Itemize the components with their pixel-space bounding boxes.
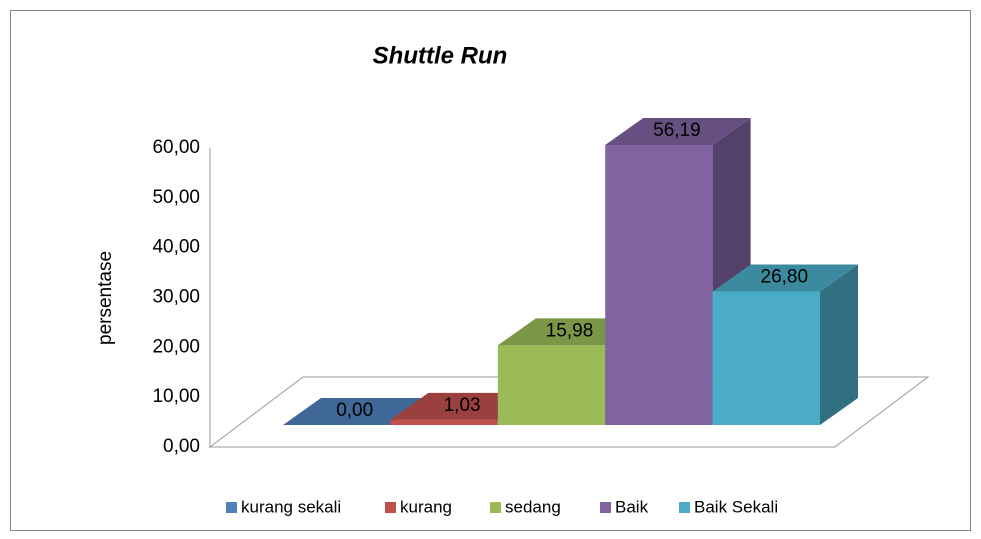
chart-title: Shuttle Run xyxy=(373,42,508,69)
bar xyxy=(712,264,858,425)
y-axis-label: persentase xyxy=(95,251,116,345)
data-label: 0,00 xyxy=(336,400,373,421)
bar-face xyxy=(283,398,429,425)
data-label: 56,19 xyxy=(653,120,701,141)
bar-face xyxy=(712,291,820,425)
bar xyxy=(283,398,429,425)
legend-swatch xyxy=(600,502,611,513)
data-label: 26,80 xyxy=(761,266,809,287)
y-tick-label: 50,00 xyxy=(152,187,200,208)
legend-label: kurang sekali xyxy=(241,497,341,516)
legend-label: sedang xyxy=(505,497,561,516)
y-tick-label: 10,00 xyxy=(152,386,200,407)
y-tick-label: 40,00 xyxy=(152,237,200,258)
legend-swatch xyxy=(385,502,396,513)
data-label: 1,03 xyxy=(444,395,481,416)
bar-face xyxy=(497,345,606,425)
legend-label: Baik Sekali xyxy=(694,497,778,516)
data-label: 15,98 xyxy=(546,320,594,341)
y-tick-label: 60,00 xyxy=(152,137,200,158)
legend-label: kurang xyxy=(400,497,452,516)
legend-swatch xyxy=(226,502,237,513)
bar-face xyxy=(390,419,498,425)
bar-face xyxy=(820,264,858,425)
legend-label: Baik xyxy=(615,497,649,516)
legend-swatch xyxy=(490,502,501,513)
bar-face xyxy=(605,144,713,425)
y-tick-label: 0,00 xyxy=(163,436,200,457)
legend-swatch xyxy=(679,502,690,513)
y-tick-label: 30,00 xyxy=(152,287,200,308)
bar-face xyxy=(712,264,858,292)
bar-face xyxy=(605,117,751,145)
y-tick-label: 20,00 xyxy=(152,336,200,357)
